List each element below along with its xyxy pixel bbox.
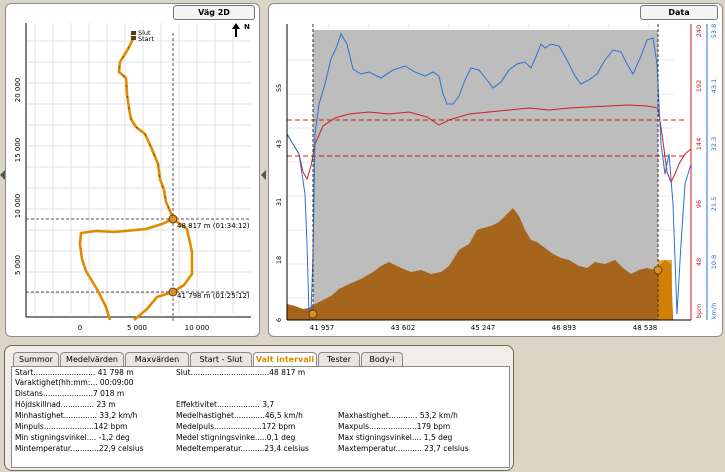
north-label: N	[244, 23, 250, 31]
interval-end-handle[interactable]	[653, 265, 663, 275]
altitude-tick: 31	[275, 198, 283, 206]
speed-line	[286, 32, 692, 315]
start-label: Start	[138, 35, 154, 43]
bpm-unit: bpm	[695, 304, 703, 319]
stat-avg-speed: Medelhastighet.............46,5 km/h	[176, 411, 303, 420]
stat-avg-incline: Medel stigningsvinke.....0,1 deg	[176, 433, 296, 442]
map-y-tick: 20 000	[14, 78, 22, 103]
stat-max-speed: Maxhastighet............ 53,2 km/h	[338, 411, 458, 420]
tab-maxvarden[interactable]: Maxvärden	[125, 352, 189, 367]
start-marker-icon	[131, 36, 136, 40]
tab-valt-intervall[interactable]: Valt intervall	[253, 352, 317, 368]
stat-duration: Varaktighet(hh:mm:... 00:09:00	[15, 378, 134, 387]
stat-min-speed: Minhastighet.............. 33,2 km/h	[15, 411, 138, 420]
route-map-title: Väg 2D	[173, 5, 255, 20]
speed-tick: 21.5	[710, 197, 718, 211]
altitude-tick: 18	[275, 256, 283, 264]
altitude-tick: 55	[275, 84, 283, 92]
stat-distance: Distans.....................7 018 m	[15, 389, 125, 398]
end-marker-icon	[131, 31, 136, 35]
tab-summor[interactable]: Summor	[13, 352, 59, 367]
tab-body-i[interactable]: Body-i	[361, 352, 403, 367]
marker-label-end: 48 817 m (01:34:12)	[177, 222, 250, 230]
stat-max-incline: Max stigningsvinkel.... 1,5 deg	[338, 433, 453, 442]
distance-tick: 46 893	[552, 324, 577, 332]
bpm-tick: 96	[695, 200, 703, 208]
distance-tick: 48 538	[633, 324, 658, 332]
stat-start: Start.......................... 41 798 m	[15, 368, 134, 377]
speed-tick: 10.8	[710, 255, 718, 269]
interval-stats-body: Start.......................... 41 798 m…	[11, 366, 510, 468]
tab-start-slut[interactable]: Start - Slut	[190, 352, 252, 367]
map-x-tick: 10 000	[185, 324, 210, 332]
altitude-tick: 43	[275, 140, 283, 148]
stat-avg-pulse: Medelpuls....................172 bpm	[176, 422, 296, 431]
speed-unit: km/h	[710, 303, 718, 319]
speed-tick: 32.3	[710, 137, 718, 151]
data-graph-title: Data	[640, 5, 718, 20]
tab-tester[interactable]: Tester	[318, 352, 360, 367]
speed-tick: 43.1	[710, 79, 718, 93]
interval-start-handle[interactable]	[308, 309, 318, 319]
data-graph-panel: Data	[268, 3, 723, 337]
map-x-tick: 0	[78, 324, 82, 332]
distance-tick: 43 602	[391, 324, 416, 332]
collapse-right-icon[interactable]	[261, 170, 266, 180]
tab-medelvarden[interactable]: Medelvärden	[60, 352, 124, 367]
route-map-panel: Väg 2D 20 000 15 000 10 000 5 000 0 5 00…	[5, 3, 260, 337]
stat-min-pulse: Minpuls.....................142 bpm	[15, 422, 128, 431]
map-y-tick: 15 000	[14, 138, 22, 163]
stat-end: Slut.................................48 …	[176, 368, 306, 377]
marker-label-start: 41 798 m (01:25:12)	[177, 292, 250, 300]
speed-tick: 53.8	[710, 24, 718, 38]
bpm-tick: 192	[695, 80, 703, 92]
position-marker[interactable]	[168, 287, 178, 297]
distance-tick: 41 957	[310, 324, 335, 332]
altitude-tick: 6	[275, 318, 283, 322]
stat-avg-temp: Medeltemperatur..........23,4 celsius	[176, 444, 309, 453]
collapse-left-icon[interactable]	[0, 170, 5, 180]
stat-min-incline: Min stigningsvinkel.... -1,2 deg	[15, 433, 130, 442]
altitude-area	[287, 208, 673, 320]
route-map-svg: 20 000 15 000 10 000 5 000 0 5 000 10 00…	[14, 23, 251, 332]
stat-min-temp: Mintemperatur............22,9 celsius	[15, 444, 144, 453]
north-arrow-icon	[232, 23, 240, 37]
stat-elevation-diff: Höjdskillnad.............. 23 m	[15, 400, 116, 409]
data-graph-svg: 6 18 31 43 55 41 957 43 602 45 247 46 89…	[275, 24, 718, 332]
bpm-tick: 240	[695, 25, 703, 37]
bpm-tick: 144	[695, 138, 703, 150]
map-y-tick: 5 000	[14, 255, 22, 275]
route-path	[78, 36, 194, 321]
stat-efficiency: Effektivitet.................. 3,7	[176, 400, 275, 409]
map-y-tick: 10 000	[14, 194, 22, 219]
map-x-tick: 5 000	[127, 324, 147, 332]
bpm-tick: 48	[695, 258, 703, 266]
position-marker[interactable]	[168, 214, 178, 224]
stat-max-pulse: Maxpuls....................179 bpm	[338, 422, 451, 431]
stat-max-temp: Maxtemperatur........... 23,7 celsius	[338, 444, 469, 453]
distance-tick: 45 247	[471, 324, 496, 332]
end-label: Slut	[138, 29, 151, 37]
